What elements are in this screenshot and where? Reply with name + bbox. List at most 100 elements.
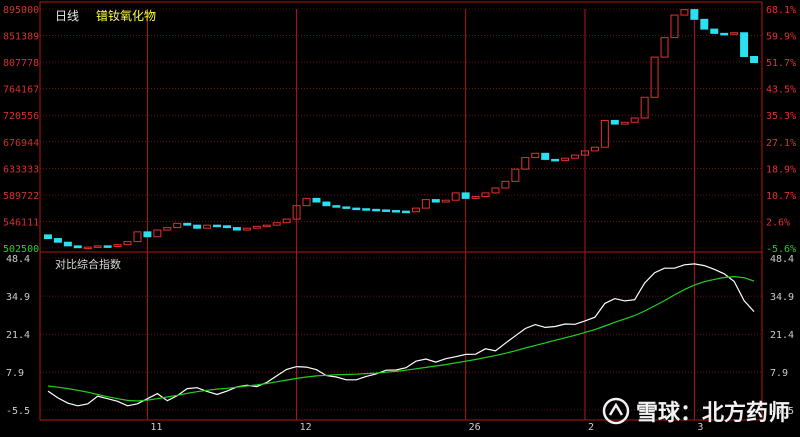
candle — [342, 206, 351, 209]
candle — [501, 180, 510, 189]
candle — [203, 224, 212, 229]
candle — [292, 205, 301, 220]
candle — [312, 197, 321, 203]
candle — [481, 192, 490, 198]
chart-frame — [39, 1, 763, 421]
candle — [43, 234, 52, 240]
index-tick-label-right: 48.4 — [770, 254, 794, 265]
candle — [511, 168, 520, 182]
index-tick-label-left: -5.5 — [6, 406, 30, 417]
candle — [272, 222, 281, 226]
candle — [252, 225, 261, 229]
candle — [232, 227, 241, 231]
lower-panel-title: 对比综合指数 — [55, 257, 121, 271]
candle — [372, 208, 381, 212]
candle — [93, 245, 102, 248]
price-tick-label: 502500 — [3, 244, 39, 255]
candle — [600, 119, 609, 148]
price-tick-label: 589722 — [3, 191, 39, 202]
candle — [580, 150, 589, 156]
candle — [620, 121, 629, 125]
candle — [561, 157, 570, 162]
percent-tick-label: 35.3% — [766, 111, 796, 122]
candle — [282, 218, 291, 224]
candle — [551, 158, 560, 162]
candle — [83, 246, 92, 250]
watermark: 雪球：北方药师 — [602, 395, 790, 427]
candle — [431, 199, 440, 203]
price-tick-label: 720556 — [3, 111, 39, 122]
percent-axis: 68.1% 59.9% 51.7% 43.5% 35.3% 27.1% 18.9% 10.7%… — [766, 5, 796, 255]
percent-tick-label: 10.7% — [766, 191, 796, 202]
candle — [461, 192, 470, 199]
candle — [720, 32, 729, 36]
price-tick-label: 851389 — [3, 32, 39, 43]
candle — [640, 96, 649, 119]
candle — [730, 32, 739, 35]
price-tick-label: 895000 — [3, 5, 39, 16]
candle — [173, 222, 182, 229]
candle — [690, 9, 699, 20]
percent-tick-label: 18.9% — [766, 164, 796, 175]
watermark-text: 雪球：北方药师 — [635, 401, 790, 426]
candle — [650, 56, 659, 98]
candle — [242, 227, 251, 231]
candle — [441, 199, 450, 203]
candle — [382, 209, 391, 212]
candle — [352, 207, 361, 211]
x-tick-label: 26 — [469, 422, 481, 433]
candle — [740, 32, 749, 57]
price-axis: 895000 851389 807778 764167 720556 676944 6333… — [3, 5, 39, 255]
candle — [262, 224, 271, 228]
price-tick-label: 546111 — [3, 217, 39, 228]
index-tick-label-right: -5.5 — [770, 406, 794, 417]
index-tick-label-left: 34.9 — [6, 292, 30, 303]
candle — [571, 154, 580, 159]
index-tick-label-right: 7.9 — [770, 368, 788, 379]
period-label: 日线 — [55, 9, 79, 23]
candle — [143, 231, 152, 238]
candle — [73, 245, 82, 249]
date-axis: 11 12 26 2 3 — [150, 422, 703, 433]
candle — [401, 210, 410, 214]
candle — [531, 152, 540, 159]
index-tick-label-right: 34.9 — [770, 292, 794, 303]
candle — [521, 157, 530, 170]
plot-border — [39, 1, 763, 421]
price-tick-label: 764167 — [3, 85, 39, 96]
candle — [471, 196, 480, 199]
candle — [710, 28, 719, 34]
index-tick-label-left: 48.4 — [6, 254, 30, 265]
candle — [660, 37, 669, 58]
index-tick-label-left: 7.9 — [6, 368, 24, 379]
candle — [332, 205, 341, 208]
index-tick-label-left: 21.4 — [6, 330, 30, 341]
candle — [213, 224, 222, 228]
candle — [302, 197, 311, 207]
candle — [193, 224, 202, 229]
percent-tick-label: 51.7% — [766, 58, 796, 69]
index-tick-label-right: 21.4 — [770, 330, 794, 341]
index-axis: 48.4 48.4 34.9 34.9 21.4 21.4 7.9 7.9 -5.5 -5.5 — [6, 254, 794, 417]
candle — [53, 238, 62, 243]
percent-tick-label: 68.1% — [766, 5, 796, 16]
candle — [630, 117, 639, 123]
candle — [163, 227, 172, 231]
candle — [411, 207, 420, 213]
x-tick-label: 11 — [150, 422, 162, 433]
index-series-line — [47, 263, 755, 407]
candle — [491, 187, 500, 194]
candle — [153, 229, 162, 238]
snowball-logo-icon — [602, 397, 630, 425]
percent-tick-label: -5.6% — [766, 244, 796, 255]
candle — [421, 199, 430, 209]
candle — [750, 55, 759, 64]
candle — [680, 9, 689, 16]
index-series-line — [47, 275, 755, 402]
candle — [541, 152, 550, 160]
candle — [392, 210, 401, 213]
candle — [590, 146, 599, 152]
percent-tick-label: 2.6% — [766, 217, 790, 228]
candlestick-series — [43, 9, 759, 250]
